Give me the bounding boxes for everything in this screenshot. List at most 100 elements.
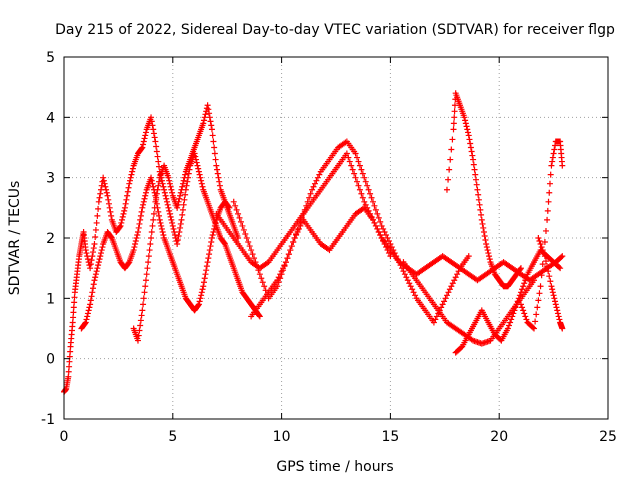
data-point — [388, 244, 395, 251]
data-point — [174, 237, 181, 244]
data-point — [208, 239, 215, 246]
data-point — [84, 253, 91, 260]
series-track-8 — [443, 90, 524, 290]
data-point — [387, 241, 394, 248]
data-point — [211, 144, 218, 151]
data-point — [406, 280, 413, 287]
data-point — [546, 180, 553, 187]
data-point — [155, 208, 162, 215]
data-point — [485, 250, 492, 257]
data-point — [132, 241, 139, 248]
data-point — [523, 316, 530, 323]
data-point — [407, 283, 414, 290]
data-point — [232, 202, 239, 209]
data-point — [216, 182, 223, 189]
data-point — [92, 271, 99, 278]
data-point — [216, 178, 223, 185]
data-point — [536, 238, 543, 245]
data-point — [161, 186, 168, 193]
data-point — [551, 146, 558, 153]
data-point — [202, 271, 209, 278]
data-point — [71, 299, 78, 306]
data-point — [559, 162, 566, 169]
data-point — [97, 250, 104, 257]
data-point — [93, 219, 100, 226]
data-point — [91, 241, 98, 248]
data-point — [550, 292, 557, 299]
data-point — [208, 235, 215, 241]
data-point — [348, 162, 355, 169]
data-point — [313, 177, 320, 184]
data-point — [280, 265, 287, 272]
data-point — [449, 136, 456, 143]
data-point — [252, 259, 259, 266]
data-point — [154, 186, 161, 193]
data-point — [117, 222, 124, 229]
data-point — [148, 118, 155, 125]
data-point — [127, 177, 134, 184]
data-point — [251, 255, 258, 262]
data-point — [297, 222, 304, 229]
data-point — [443, 292, 450, 299]
data-point — [128, 171, 135, 178]
data-point — [87, 301, 94, 308]
data-point — [95, 259, 102, 266]
data-point — [140, 138, 147, 145]
data-point — [118, 219, 125, 226]
x-tick-label: 25 — [599, 429, 617, 445]
data-point — [148, 235, 155, 241]
data-point — [140, 198, 147, 205]
data-point — [480, 228, 487, 235]
data-point — [215, 174, 222, 181]
data-point — [365, 186, 372, 193]
data-point — [177, 192, 184, 199]
data-point — [559, 253, 566, 260]
data-point — [383, 231, 390, 238]
data-point — [409, 286, 416, 293]
data-point — [478, 211, 485, 218]
data-point — [291, 235, 298, 241]
data-point — [142, 277, 149, 284]
data-point — [293, 231, 300, 238]
data-point — [381, 241, 388, 248]
data-point — [375, 228, 382, 235]
series-track-6 — [248, 204, 394, 320]
x-tick-label: 15 — [381, 429, 399, 445]
data-point — [175, 232, 182, 239]
data-point — [149, 222, 156, 229]
data-point — [193, 156, 200, 163]
data-point — [352, 174, 359, 181]
data-point — [156, 178, 163, 185]
data-point — [178, 186, 185, 193]
data-point — [256, 313, 263, 320]
data-point — [475, 196, 482, 203]
data-point — [87, 261, 94, 268]
data-point — [198, 289, 205, 296]
data-point — [201, 114, 208, 121]
x-tick-label: 5 — [168, 429, 177, 445]
data-point — [134, 228, 141, 235]
data-point — [214, 166, 221, 173]
data-point — [549, 286, 556, 293]
data-point — [90, 249, 97, 256]
data-point — [200, 283, 207, 290]
data-point — [101, 180, 108, 187]
data-point — [522, 277, 529, 284]
data-point — [89, 253, 96, 260]
data-point — [206, 110, 213, 117]
data-point — [166, 177, 173, 184]
data-point — [404, 277, 411, 284]
data-point — [142, 129, 149, 136]
data-point — [372, 222, 379, 229]
data-point — [108, 233, 115, 240]
data-point — [314, 174, 321, 181]
x-tick-labels: 0 5 10 15 20 25 — [60, 429, 617, 445]
data-point — [508, 316, 515, 323]
data-point — [69, 319, 76, 326]
data-point — [142, 192, 149, 199]
data-point — [82, 319, 89, 326]
data-point — [148, 174, 155, 181]
data-point — [464, 126, 471, 133]
data-point — [130, 247, 137, 254]
data-point — [300, 210, 307, 217]
